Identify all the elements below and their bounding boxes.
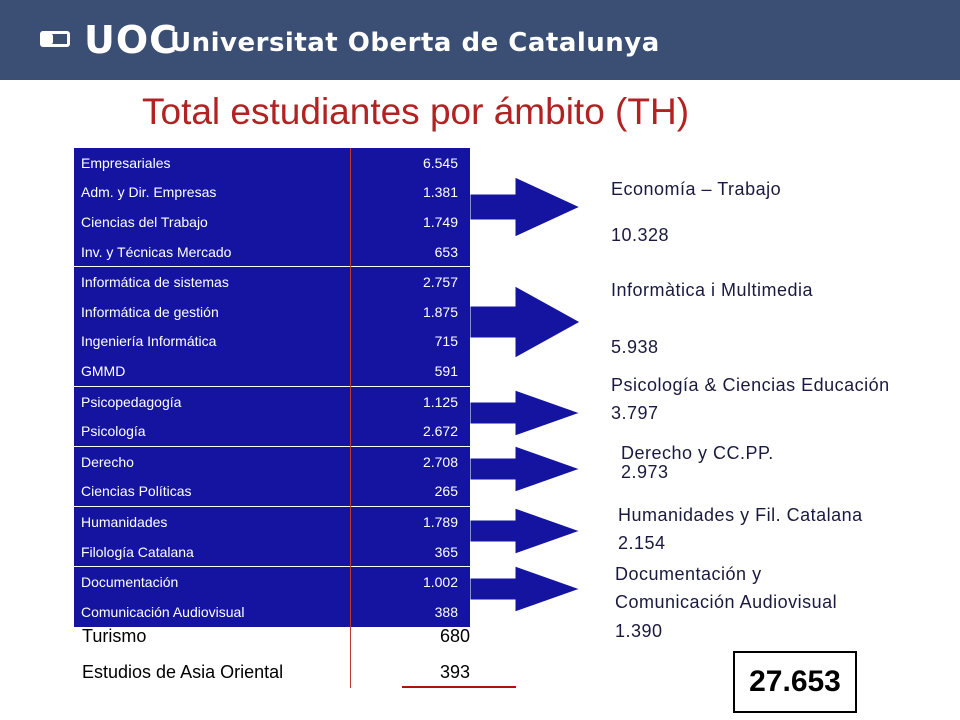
arrow-humanidades-icon bbox=[470, 507, 582, 555]
row-value: 6.545 bbox=[422, 154, 458, 171]
row-name: Comunicación Audiovisual bbox=[81, 603, 245, 620]
row-value: 2.757 bbox=[422, 274, 458, 291]
table-row: Adm. y Dir. Empresas 1.381 bbox=[74, 178, 470, 208]
row-name: Ciencias del Trabajo bbox=[81, 213, 208, 230]
ambito-humanidades-name: Humanidades y Fil. Catalana bbox=[618, 505, 863, 525]
table-divider-line bbox=[350, 148, 351, 688]
table-row: GMMD 591 bbox=[74, 356, 470, 386]
row-value: 365 bbox=[434, 543, 458, 560]
university-name: Universitat Oberta de Catalunya bbox=[170, 28, 660, 58]
row-value: 388 bbox=[434, 603, 458, 620]
row-value: 591 bbox=[434, 362, 458, 379]
arrow-psicologia-icon bbox=[470, 389, 582, 437]
row-value: 1.875 bbox=[422, 303, 458, 320]
row-value: 680 bbox=[439, 625, 470, 646]
row-name: Adm. y Dir. Empresas bbox=[81, 184, 217, 201]
row-name: Humanidades bbox=[81, 513, 168, 530]
row-value: 2.708 bbox=[422, 453, 458, 470]
table-group: Empresariales 6.545 Adm. y Dir. Empresas 1.… bbox=[74, 148, 470, 268]
arrow-economia-icon bbox=[470, 176, 582, 238]
table-row: Comunicación Audiovisual 388 bbox=[74, 597, 470, 627]
row-value: 653 bbox=[434, 243, 458, 260]
ambito-documentacion-name-1: Documentación y bbox=[615, 564, 762, 584]
ambito-informatica-total: 5.938 bbox=[611, 337, 659, 357]
table-row: Humanidades 1.789 bbox=[74, 507, 470, 537]
table-row: Informática de sistemas 2.757 bbox=[74, 267, 470, 297]
row-value: 1.381 bbox=[422, 184, 458, 201]
row-value: 1.749 bbox=[422, 213, 458, 230]
row-name: Empresariales bbox=[81, 154, 171, 171]
table-group: Informática de sistemas 2.757 Informática … bbox=[74, 267, 470, 387]
header-bar: UOC Universitat Oberta de Catalunya bbox=[0, 0, 960, 80]
arrow-documentacion-icon bbox=[470, 565, 582, 613]
row-value: 393 bbox=[439, 661, 470, 682]
table-row: Ciencias del Trabajo 1.749 bbox=[74, 207, 470, 237]
ambito-humanidades-total: 2.154 bbox=[618, 533, 666, 553]
row-value: 1.789 bbox=[422, 513, 458, 530]
table-row: Filología Catalana 365 bbox=[74, 537, 470, 567]
grand-total-box: 27.653 bbox=[733, 651, 857, 713]
table-row: Empresariales 6.545 bbox=[74, 148, 470, 178]
row-value: 1.125 bbox=[422, 393, 458, 410]
table-row: Documentación 1.002 bbox=[74, 567, 470, 597]
logo-mark: UOC bbox=[84, 18, 179, 62]
total-underline bbox=[402, 686, 516, 688]
ambito-economia-total: 10.328 bbox=[611, 225, 670, 245]
table-row: Derecho 2.708 bbox=[74, 447, 470, 477]
table-row: Psicología 2.672 bbox=[74, 416, 470, 446]
row-name: Psicopedagogía bbox=[81, 393, 182, 410]
table-group: Humanidades 1.789 Filología Catalana 365 bbox=[74, 507, 470, 568]
arrow-derecho-icon bbox=[470, 445, 582, 493]
page-title: Total estudiantes por ámbito (TH) bbox=[142, 91, 690, 132]
ambito-derecho-total: 2.973 bbox=[621, 462, 669, 482]
row-name: Inv. y Técnicas Mercado bbox=[81, 243, 232, 260]
uoc-logo-dot bbox=[41, 34, 53, 44]
student-table: Empresariales 6.545 Adm. y Dir. Empresas 1.… bbox=[74, 148, 470, 628]
ambito-documentacion-name-2: Comunicación Audiovisual bbox=[615, 592, 838, 612]
row-name: Ciencias Políticas bbox=[81, 483, 192, 500]
row-value: 2.672 bbox=[422, 423, 458, 440]
row-name: Estudios de Asia Oriental bbox=[82, 661, 284, 682]
row-name: Documentación bbox=[81, 574, 179, 591]
table-row: Ingeniería Informática 715 bbox=[74, 327, 470, 357]
row-name: Derecho bbox=[81, 453, 134, 470]
row-value: 715 bbox=[434, 333, 458, 350]
table-group: Psicopedagogía 1.125 Psicología 2.672 bbox=[74, 386, 470, 447]
arrow-informatica-icon bbox=[470, 285, 582, 359]
table-row: Psicopedagogía 1.125 bbox=[74, 387, 470, 417]
row-name: Turismo bbox=[82, 625, 147, 646]
row-value: 1.002 bbox=[422, 574, 458, 591]
row-name: Ingeniería Informática bbox=[81, 333, 217, 350]
row-name: Psicología bbox=[81, 423, 146, 440]
row-name: Filología Catalana bbox=[81, 543, 194, 560]
row-name: Informática de sistemas bbox=[81, 274, 229, 291]
row-name: Informática de gestión bbox=[81, 303, 219, 320]
row-value: 265 bbox=[434, 483, 458, 500]
table-row: Inv. y Técnicas Mercado 653 bbox=[74, 237, 470, 267]
ambito-economia-name: Economía – Trabajo bbox=[611, 179, 782, 199]
table-row: Informática de gestión 1.875 bbox=[74, 297, 470, 327]
ambito-psicologia-name: Psicología & Ciencias Educación bbox=[611, 375, 890, 395]
ambito-informatica-name: Informàtica i Multimedia bbox=[611, 280, 814, 300]
table-group: Derecho 2.708 Ciencias Políticas 265 bbox=[74, 446, 470, 508]
ambito-psicologia-total: 3.797 bbox=[611, 403, 659, 423]
ambito-documentacion-total: 1.390 bbox=[615, 621, 663, 641]
row-name: GMMD bbox=[81, 362, 126, 379]
table-row-asia: Estudios de Asia Oriental 393 bbox=[74, 656, 470, 688]
ambito-derecho-name: Derecho y CC.PP. bbox=[621, 443, 774, 463]
table-row: Ciencias Políticas 265 bbox=[74, 477, 470, 507]
table-group: Documentación 1.002 Comunicación Audiovisu… bbox=[74, 567, 470, 628]
table-row-turismo: Turismo 680 bbox=[74, 620, 470, 652]
